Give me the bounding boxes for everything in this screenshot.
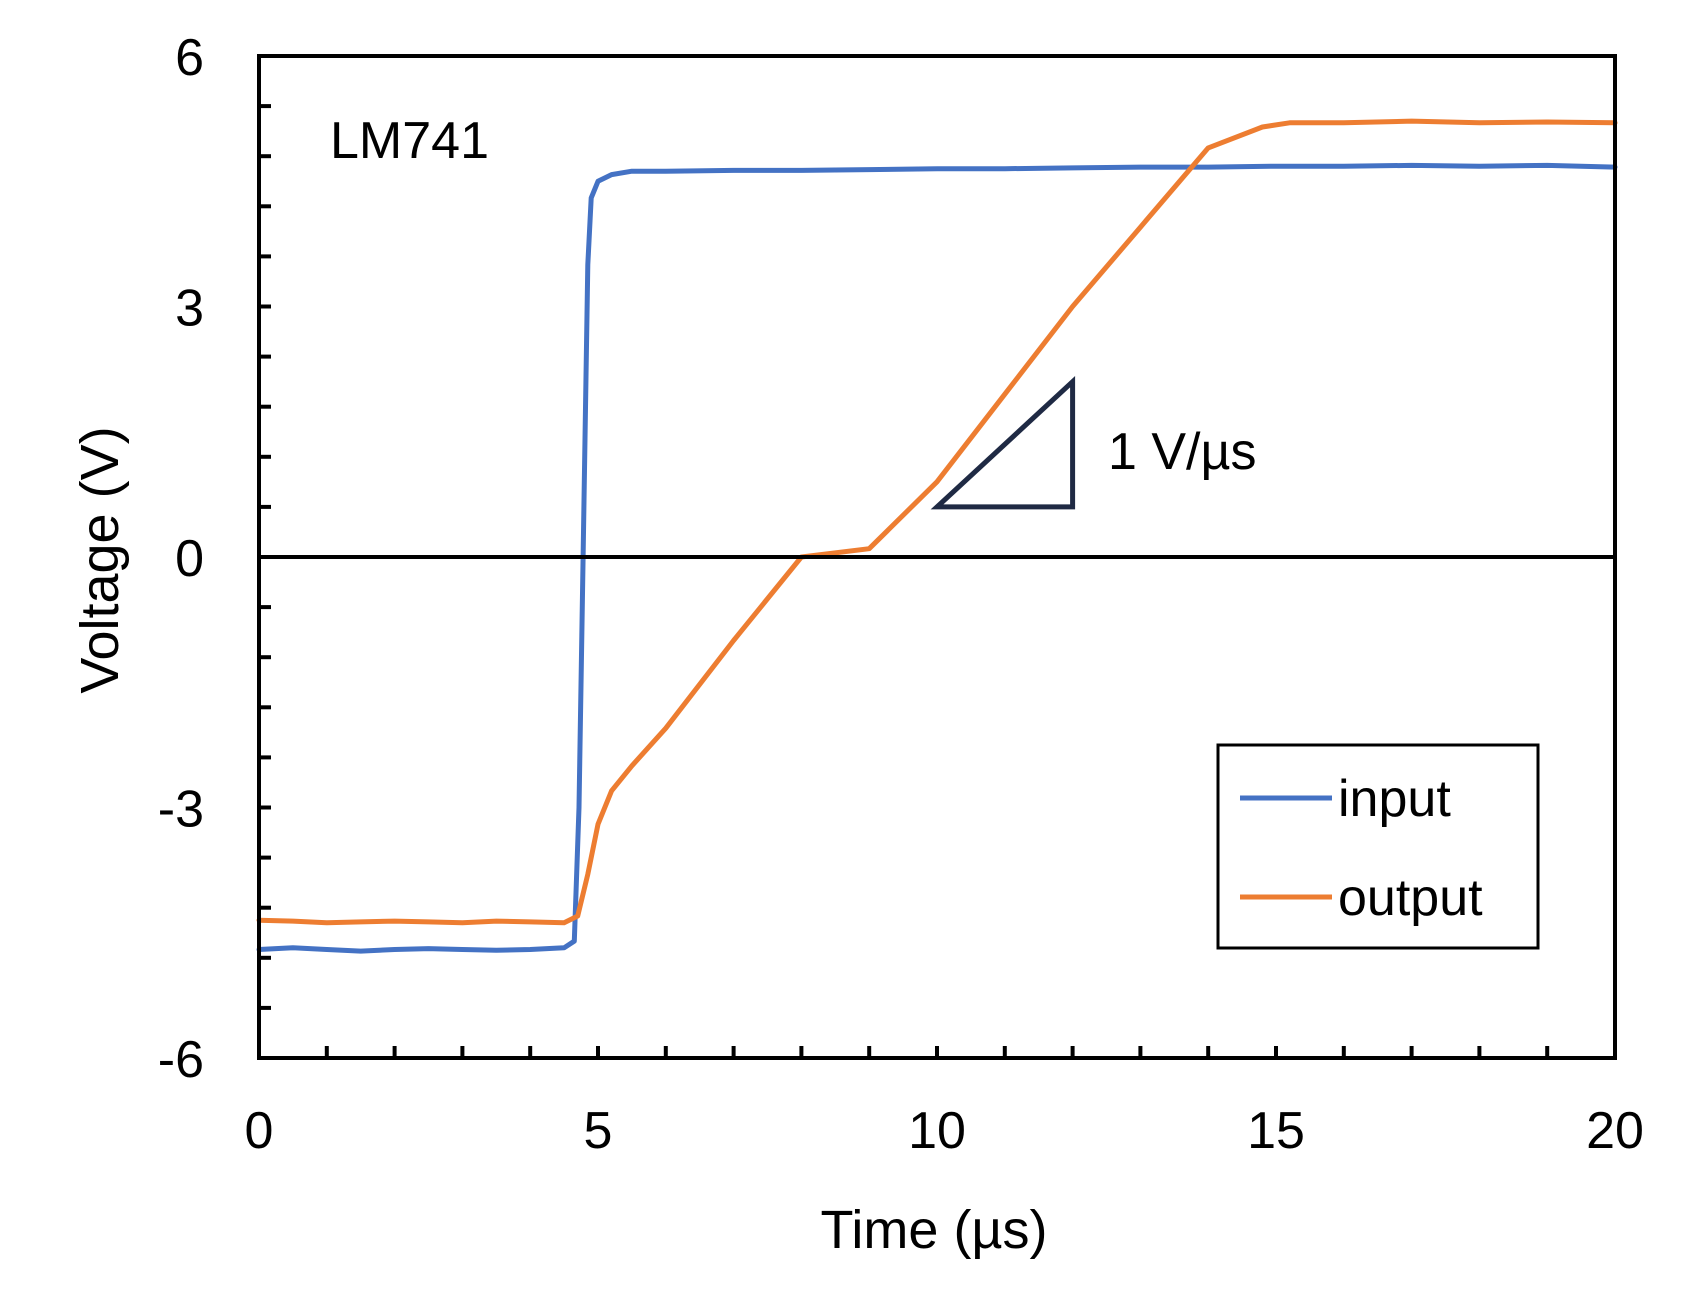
legend: input output: [1216, 743, 1540, 950]
x-tick-label: 0: [245, 1102, 274, 1160]
x-axis-title: Time (µs): [820, 1200, 1047, 1260]
legend-label-output: output: [1338, 869, 1483, 927]
plot-area: 0 5 10 15 20 -6 -3 0 3 6: [158, 29, 1644, 1160]
y-tick-label: 6: [175, 29, 204, 87]
y-tick-label: -3: [158, 781, 204, 839]
y-tick-label: 0: [175, 530, 204, 588]
x-tick-label: 20: [1586, 1102, 1644, 1160]
y-tick-label: -6: [158, 1031, 204, 1089]
series-line-input: [256, 162, 1618, 954]
legend-label-input: input: [1338, 770, 1451, 828]
slope-annotation: [930, 375, 1076, 510]
x-tick-label: 5: [584, 1102, 613, 1160]
x-tick-label: 15: [1247, 1102, 1305, 1160]
slope-label: 1 V/µs: [1108, 423, 1256, 481]
device-label: LM741: [330, 112, 489, 170]
legend-box: [1216, 743, 1540, 950]
x-tick-label: 10: [908, 1102, 966, 1160]
series-line-output: [256, 118, 1618, 926]
y-tick-label: 3: [175, 280, 204, 338]
slope-triangle: [930, 375, 1076, 510]
y-axis-title: Voltage (V): [70, 426, 130, 693]
